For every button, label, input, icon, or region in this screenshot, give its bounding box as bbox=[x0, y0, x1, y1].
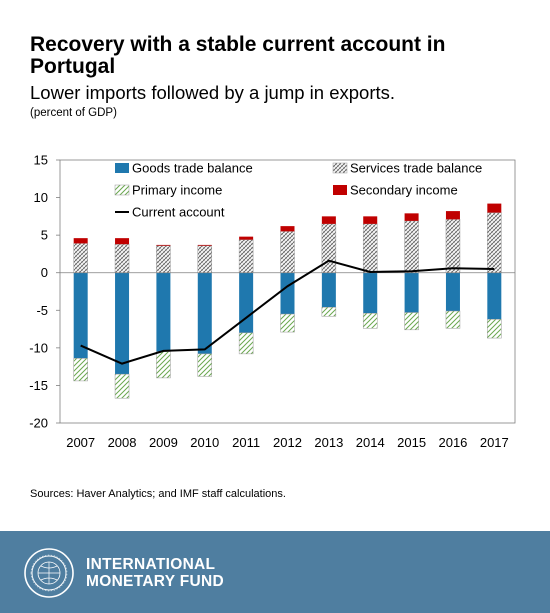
services-bar bbox=[487, 212, 502, 273]
goods-bar bbox=[197, 272, 212, 354]
page-subtitle: Lower imports followed by a jump in expo… bbox=[30, 82, 396, 103]
imf-name-line1: INTERNATIONAL bbox=[86, 556, 216, 573]
goods-bar bbox=[280, 272, 295, 315]
services-bar bbox=[156, 245, 171, 273]
source-note: Sources: Haver Analytics; and IMF staff … bbox=[30, 488, 286, 500]
y-tick-label: 0 bbox=[41, 265, 48, 280]
goods-bar bbox=[156, 272, 171, 352]
footer-banner: INTERNATIONAL MONETARY FUND bbox=[0, 531, 550, 613]
primary-income-bar bbox=[321, 307, 337, 317]
secondary-income-bar bbox=[404, 213, 419, 221]
y-tick-label: -15 bbox=[29, 378, 48, 393]
imf-seal-icon bbox=[24, 548, 74, 598]
y-tick-label: -10 bbox=[29, 340, 48, 355]
current-account-line bbox=[80, 259, 495, 365]
legend-swatch bbox=[115, 163, 129, 173]
primary-income-bar bbox=[197, 353, 213, 377]
primary-income-bar bbox=[114, 373, 130, 399]
y-tick-label: 10 bbox=[34, 190, 48, 205]
x-tick-label: 2007 bbox=[66, 435, 95, 450]
legend-label: Primary income bbox=[132, 183, 222, 198]
primary-income-bar bbox=[73, 358, 88, 382]
secondary-income-bar bbox=[321, 216, 336, 224]
primary-income-bar bbox=[238, 332, 254, 355]
goods-bar bbox=[321, 272, 336, 308]
y-tick-label: 5 bbox=[41, 228, 48, 243]
goods-bar bbox=[487, 272, 502, 320]
primary-income-bar bbox=[280, 313, 295, 333]
services-bar bbox=[321, 223, 337, 273]
secondary-income-bar bbox=[363, 216, 378, 224]
services-bar bbox=[197, 245, 213, 273]
y-tick-label: 15 bbox=[34, 153, 48, 168]
unit-label: (percent of GDP) bbox=[30, 107, 117, 119]
goods-bar bbox=[363, 272, 378, 314]
legend-swatch bbox=[333, 185, 347, 195]
secondary-income-bar bbox=[280, 226, 295, 232]
page-title: Recovery with a stable current account i… bbox=[30, 33, 446, 78]
x-tick-label: 2009 bbox=[149, 435, 178, 450]
legend-swatch bbox=[114, 184, 130, 196]
services-bar bbox=[404, 220, 419, 273]
goods-bar bbox=[239, 272, 254, 333]
imf-name-line2: MONETARY FUND bbox=[86, 573, 224, 590]
secondary-income-bar bbox=[156, 244, 171, 246]
services-bar bbox=[445, 219, 461, 273]
x-tick-label: 2012 bbox=[273, 435, 302, 450]
primary-income-bar bbox=[156, 351, 171, 379]
secondary-income-bar bbox=[239, 236, 254, 240]
secondary-income-bar bbox=[445, 211, 460, 220]
legend-label: Secondary income bbox=[350, 183, 458, 198]
services-bar bbox=[280, 231, 295, 273]
y-tick-label: -20 bbox=[29, 416, 48, 431]
secondary-income-bar bbox=[73, 238, 88, 244]
y-tick-label: -5 bbox=[36, 303, 48, 318]
primary-income-bar bbox=[404, 312, 419, 331]
x-tick-label: 2017 bbox=[480, 435, 509, 450]
services-bar bbox=[114, 243, 130, 273]
x-tick-label: 2008 bbox=[108, 435, 137, 450]
primary-income-bar bbox=[445, 310, 461, 329]
services-bar bbox=[73, 243, 88, 273]
legend-label: Current account bbox=[132, 205, 225, 220]
services-bar bbox=[238, 239, 254, 273]
legend-label: Services trade balance bbox=[350, 161, 482, 176]
goods-bar bbox=[73, 272, 88, 359]
x-tick-label: 2014 bbox=[356, 435, 385, 450]
x-tick-label: 2015 bbox=[397, 435, 426, 450]
goods-bar bbox=[445, 272, 460, 312]
x-tick-label: 2011 bbox=[232, 435, 260, 450]
primary-income-bar bbox=[362, 313, 378, 329]
goods-bar bbox=[404, 272, 419, 313]
services-bar bbox=[362, 223, 378, 273]
legend-swatch bbox=[332, 162, 348, 174]
secondary-income-bar bbox=[487, 203, 502, 213]
x-tick-label: 2010 bbox=[190, 435, 219, 450]
x-tick-label: 2016 bbox=[438, 435, 467, 450]
secondary-income-bar bbox=[115, 238, 130, 245]
x-tick-label: 2013 bbox=[314, 435, 343, 450]
chart: 15 10 5 0 -5 -10 -15 -20 2007 2008 2009 2010 2011 20… bbox=[29, 153, 516, 450]
legend-label: Goods trade balance bbox=[132, 161, 253, 176]
goods-bar bbox=[115, 272, 130, 375]
primary-income-bar bbox=[487, 319, 502, 339]
plot-frame bbox=[59, 159, 516, 424]
imf-wordmark: INTERNATIONAL MONETARY FUND bbox=[86, 556, 224, 590]
secondary-income-bar bbox=[197, 244, 212, 246]
